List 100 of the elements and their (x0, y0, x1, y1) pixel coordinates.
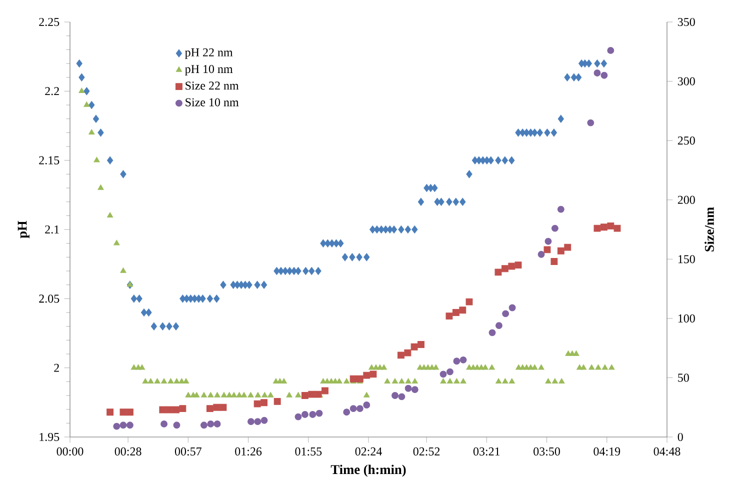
point (206, 405, 214, 412)
x-tick-label: 03:21 (473, 447, 500, 456)
point (126, 422, 134, 429)
point (200, 422, 208, 429)
point (502, 310, 510, 318)
point (564, 244, 572, 251)
y-tick-label: 2.25 (39, 18, 60, 26)
point (446, 312, 453, 320)
point (404, 384, 412, 392)
point (350, 375, 357, 382)
point (173, 422, 180, 429)
y2-tick-label: 150 (678, 255, 695, 264)
x-tick-label: 04:19 (594, 447, 620, 456)
point (220, 404, 227, 411)
point (363, 372, 370, 379)
legend-label: pH 22 nm (185, 48, 233, 59)
x-tick-label: 00:28 (114, 447, 142, 456)
point (113, 422, 120, 430)
point (538, 250, 545, 258)
y2-tick-label: 300 (678, 77, 695, 86)
y-tick-label: 2.2 (45, 87, 59, 96)
point (557, 247, 564, 254)
point (213, 404, 220, 411)
point (600, 224, 608, 231)
point (301, 411, 308, 418)
y2-tick-label: 250 (678, 136, 695, 145)
point (446, 368, 454, 376)
point (398, 393, 406, 400)
point (207, 420, 214, 428)
x-tick-label: 00:00 (56, 447, 84, 456)
point (544, 246, 551, 254)
point (440, 370, 447, 378)
point (260, 416, 268, 424)
point (254, 400, 261, 408)
y2-tick-label: 0 (678, 432, 683, 442)
point (514, 262, 522, 269)
x-tick-label: 01:26 (235, 447, 262, 456)
y2-tick-label: 350 (678, 18, 695, 26)
x-tick-label: 02:24 (355, 447, 382, 456)
point (159, 406, 166, 414)
point (392, 392, 398, 399)
point (587, 119, 594, 126)
y2-tick-label: 100 (678, 314, 695, 322)
y-axis-title: pH (18, 220, 30, 238)
point (260, 399, 268, 406)
point (120, 422, 127, 429)
y-tick-label: 2.1 (45, 225, 59, 234)
point (322, 387, 328, 394)
legend-label: Size 10 nm (186, 98, 239, 106)
point (356, 375, 364, 382)
point (370, 370, 377, 378)
point (254, 418, 262, 426)
point (247, 418, 254, 426)
point (343, 408, 350, 416)
point (600, 72, 608, 79)
point (179, 405, 186, 412)
point (508, 304, 516, 312)
point (466, 298, 473, 306)
point (488, 329, 496, 336)
point (316, 410, 323, 417)
y-tick-label: 1.95 (40, 432, 60, 442)
point (309, 411, 316, 418)
point (501, 265, 508, 272)
point (459, 306, 466, 314)
point (452, 309, 460, 316)
point (607, 222, 614, 230)
point (496, 322, 502, 330)
x-tick-label: 04:48 (654, 447, 680, 456)
x-axis-title: Time (h:min) (330, 464, 406, 477)
point (363, 402, 370, 408)
point (404, 349, 412, 356)
point (494, 268, 502, 276)
point (301, 392, 308, 399)
point (172, 406, 180, 414)
point (550, 258, 558, 265)
point (508, 262, 516, 270)
point (418, 341, 424, 348)
y2-tick-label: 200 (678, 196, 695, 204)
x-tick-label: 03:50 (534, 447, 560, 456)
point (544, 238, 552, 245)
point (607, 46, 614, 54)
point (294, 413, 302, 420)
point (397, 352, 404, 359)
point (106, 408, 114, 416)
point (120, 408, 127, 416)
point (410, 343, 418, 350)
point (557, 206, 564, 213)
point (350, 405, 357, 412)
legend-label: Size 22 nm (186, 82, 239, 90)
point (356, 405, 364, 412)
y-tick-label: 2.05 (39, 294, 60, 303)
point (614, 224, 621, 232)
point (274, 398, 281, 405)
x-tick-label: 01:55 (295, 447, 322, 456)
point (411, 386, 418, 394)
x-tick-label: 02:52 (413, 447, 440, 456)
point (594, 224, 601, 232)
y-tick-label: 2.15 (39, 156, 60, 164)
point (166, 406, 173, 414)
legend-label: pH 10 nm (185, 64, 233, 76)
